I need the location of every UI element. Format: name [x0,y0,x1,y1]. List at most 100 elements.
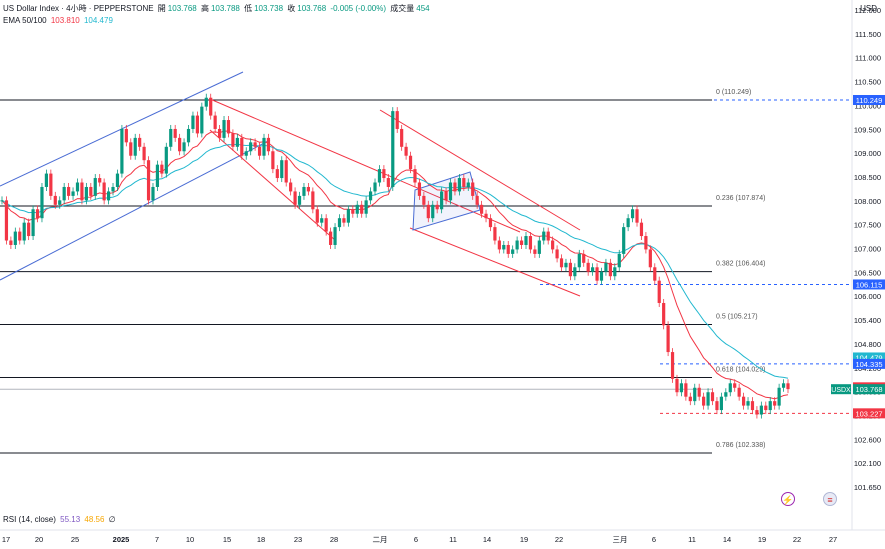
price-tick-label: 106.500 [854,268,881,277]
time-tick-label: 23 [294,535,302,544]
price-tag-box [853,279,885,290]
candle-body [297,195,302,205]
price-tick-label: 111.000 [855,54,881,63]
candle-body [697,387,701,397]
candle-body [71,191,75,196]
price-tick-label: 102.600 [854,435,881,444]
candle-body [62,186,66,201]
price-axis[interactable]: 112.000 111.500 111.000 110.500 110.000 109.5… [851,0,881,530]
candle-body [693,387,697,402]
candle-body [662,302,666,326]
price-tag-label: 104.335 [855,360,882,369]
time-tick-label: 10 [186,535,194,544]
candle-body [151,186,155,201]
candle-body [786,383,790,390]
candle-body [750,401,755,411]
candle-body [448,182,453,201]
time-axis[interactable]: 17 20 25 2025 7 10 15 18 23 28 二月 6 11 14 19 22 三月 6 11 14 1… [0,529,885,544]
low-label: 低 [244,4,253,13]
time-tick-label: 6 [652,535,656,544]
price-tick-label: 109.000 [854,149,881,158]
candle-body [191,115,195,129]
candle-body [688,396,692,402]
time-tick-label: 18 [257,535,265,544]
candle-body [746,401,750,406]
candle-body [364,200,368,214]
symbol-title[interactable]: US Dollar Index · 4小時 · PEPPERSTONE [3,4,154,13]
candle-body [466,182,470,187]
candle-body [209,97,213,116]
candle-body [391,111,395,187]
price-tag-box [853,408,885,419]
candle-body [306,186,311,192]
candle-body [724,392,728,397]
candle-body [573,267,577,277]
candle-body [311,191,315,210]
price-tick-label: 111.500 [855,30,881,39]
candle-body [80,182,84,201]
candle-body [377,169,382,183]
candlesticks [0,93,790,419]
candle-body [44,173,49,187]
candle-body [0,200,4,202]
candle-body [537,240,541,254]
candle-body [719,396,723,411]
currency-label[interactable]: USD [860,4,877,13]
close-label: 收 [287,4,296,13]
rsi-legend[interactable]: RSI (14, close) 55.13 48.56 ∅ [3,515,118,524]
candle-body [551,240,555,250]
price-tag-box [853,352,885,363]
candle-body [253,142,257,147]
candle-body [231,133,235,147]
candle-body [111,186,115,192]
price-tick-label: 112.000 [854,6,881,15]
candle-body [320,218,324,223]
candle-body [506,244,510,254]
candle-body [604,262,608,272]
candle-body [235,137,239,147]
candle-body [204,97,208,107]
candle-body [342,218,346,223]
candle-body [386,178,390,187]
candle-body [559,258,564,268]
price-tick-label: 110.000 [854,101,881,110]
change-value: -0.005 (-0.00%) [330,4,387,13]
candle-body [706,392,710,406]
candle-body [444,191,448,201]
candle-body [257,146,262,156]
fibonacci-retracement[interactable]: 0 (110.249) 0.236 (107.874) 0.382 (106.404… [0,89,852,454]
ema-legend[interactable]: EMA 50/100 103.810 104.479 [3,16,115,25]
candle-body [462,178,466,187]
candle-body [178,137,182,152]
lightning-icon[interactable]: ⚡ [781,492,795,506]
price-tick-label: 110.500 [854,78,881,87]
time-tick-label: 6 [414,535,418,544]
candle-body [284,160,288,183]
candle-body [511,249,515,254]
candle-body [648,249,652,268]
time-tick-label: 14 [483,535,491,544]
candle-body [355,204,359,214]
candle-body [546,231,550,241]
candle-body [133,137,137,156]
candle-body [18,231,22,241]
us-flag-icon[interactable]: ≡ [823,492,837,506]
candle-body [564,262,568,268]
fib-level-label: 0 (110.249) [716,89,751,96]
candle-body [142,146,146,161]
price-tag-label: 110.249 [856,96,883,105]
ema-lines [1,130,789,400]
candle-body [457,178,461,192]
candle-body [120,128,124,174]
price-tag-label: 103.768 [855,385,882,394]
price-tag-box [853,384,885,395]
time-tick-label: 22 [793,535,801,544]
candle-body [404,146,408,156]
candle-body [413,169,417,183]
candle-body [608,262,612,277]
rsi-value-1: 55.13 [60,515,81,524]
candle-body [289,182,293,192]
candle-body [670,352,675,379]
time-tick-label: 11 [449,535,457,544]
